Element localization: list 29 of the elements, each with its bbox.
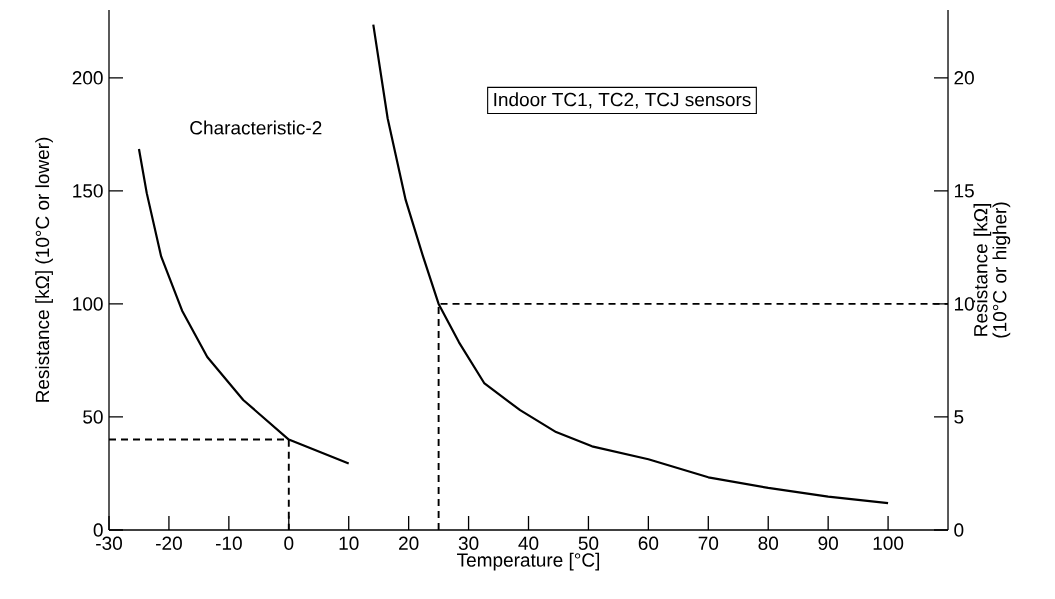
y2-tick-label: 10 <box>954 297 974 311</box>
y2-tick-label: 5 <box>954 410 964 424</box>
y-axis-title: Resistance [kΩ] (10°C or lower) <box>35 137 53 402</box>
x-axis-title: Temperature [°C] <box>457 552 600 571</box>
x-tick-label: 80 <box>758 536 779 550</box>
y2-tick-label: 15 <box>954 184 974 198</box>
y-tick-label: 150 <box>73 184 103 198</box>
x-tick-label: 100 <box>873 536 904 550</box>
x-tick-label: 50 <box>578 536 599 550</box>
y2-tick-label: 0 <box>954 523 964 537</box>
x-tick-label: 0 <box>284 536 294 550</box>
y2-tick-label: 20 <box>954 71 974 85</box>
x-tick-label: -20 <box>156 536 182 550</box>
x-tick-label: 20 <box>399 536 419 550</box>
annotation: Characteristic-2 <box>190 120 322 135</box>
x-tick-label: 70 <box>698 536 719 550</box>
x-tick-label: -10 <box>215 536 242 550</box>
x-tick-label: 40 <box>518 536 539 550</box>
y2-axis-title: Resistance [kΩ] (10°C or higher) <box>973 202 1011 338</box>
x-tick-label: 30 <box>458 536 479 550</box>
y-tick-label: 100 <box>73 297 103 311</box>
annotation: Indoor TC1, TC2, TCJ sensors <box>494 92 751 109</box>
y-tick-label: 50 <box>83 410 103 424</box>
x-tick-label: -30 <box>96 536 122 550</box>
x-tick-label: 90 <box>818 536 838 550</box>
y-tick-label: 0 <box>93 523 103 537</box>
x-tick-label: 10 <box>339 536 359 550</box>
y-tick-label: 200 <box>72 71 103 85</box>
x-tick-label: 60 <box>638 536 659 550</box>
